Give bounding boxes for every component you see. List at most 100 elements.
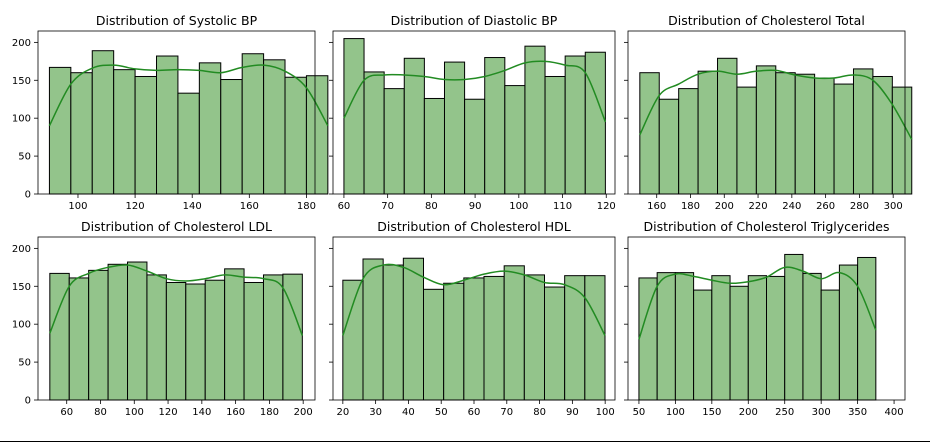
histogram-bar bbox=[766, 275, 786, 401]
subplot-1: Distribution of Systolic BP 100 120 140 160 1… bbox=[12, 13, 329, 212]
histogram-bar bbox=[463, 277, 485, 401]
x-tick-label: 120 bbox=[597, 201, 616, 212]
subplot-2: Distribution of Diastolic BP 60 70 80 90 100 1… bbox=[329, 13, 616, 212]
x-tick-label: 160 bbox=[647, 201, 666, 212]
histogram-bar bbox=[638, 277, 658, 401]
x-tick-label: 300 bbox=[884, 201, 903, 212]
histogram-bar bbox=[220, 79, 243, 195]
subplot-title: Distribution of Cholesterol Triglyceride… bbox=[644, 219, 890, 234]
x-tick-label: 350 bbox=[848, 407, 867, 418]
y-tick-label: 50 bbox=[18, 358, 31, 369]
histogram-bar bbox=[852, 68, 874, 195]
histogram-bar bbox=[204, 279, 226, 401]
histogram-bar bbox=[872, 75, 893, 195]
histogram-bar bbox=[814, 77, 835, 195]
x-tick-label: 180 bbox=[260, 407, 279, 418]
histogram-bar bbox=[729, 285, 749, 401]
histogram-bar bbox=[263, 59, 286, 195]
x-tick-label: 60 bbox=[468, 407, 481, 418]
y-tick-label: 150 bbox=[12, 76, 31, 87]
histogram-bar bbox=[403, 57, 425, 195]
histogram-bar bbox=[443, 282, 465, 401]
histogram-bar bbox=[693, 289, 713, 401]
y-tick-label: 100 bbox=[12, 114, 31, 125]
x-tick-label: 200 bbox=[739, 407, 758, 418]
histogram-bar bbox=[524, 45, 546, 195]
x-tick-label: 50 bbox=[633, 407, 646, 418]
x-tick-label: 50 bbox=[435, 407, 448, 418]
histogram-bar bbox=[464, 98, 486, 195]
histogram-bar bbox=[107, 263, 129, 401]
x-tick-label: 160 bbox=[226, 407, 245, 418]
x-tick-label: 100 bbox=[68, 201, 87, 212]
subplot-title: Distribution of Diastolic BP bbox=[391, 13, 558, 28]
histogram-bar bbox=[423, 288, 445, 401]
histogram-bar bbox=[891, 86, 913, 195]
subplot-title: Distribution of Cholesterol Total bbox=[668, 13, 865, 28]
axes-frame bbox=[627, 30, 906, 195]
x-tick-label: 180 bbox=[297, 201, 316, 212]
histogram-bar bbox=[794, 73, 816, 195]
histogram-bar bbox=[658, 98, 680, 195]
kde-line bbox=[342, 263, 606, 336]
histogram-bar bbox=[484, 57, 506, 195]
histogram-bar bbox=[343, 38, 365, 195]
subplot-title: Distribution of Systolic BP bbox=[96, 13, 258, 28]
histogram-bar bbox=[833, 83, 854, 195]
histogram-bar bbox=[88, 269, 109, 401]
x-tick-label: 100 bbox=[666, 407, 685, 418]
x-tick-label: 70 bbox=[500, 407, 513, 418]
histogram-bar bbox=[711, 275, 731, 401]
axes-frame bbox=[332, 30, 616, 195]
x-tick-label: 100 bbox=[509, 201, 528, 212]
histogram-bar bbox=[697, 70, 719, 195]
histogram-bar bbox=[177, 92, 200, 195]
x-tick-label: 300 bbox=[812, 407, 831, 418]
x-tick-label: 150 bbox=[702, 407, 721, 418]
x-tick-label: 240 bbox=[782, 201, 801, 212]
histogram-bar bbox=[838, 264, 859, 401]
x-tick-label: 60 bbox=[60, 407, 73, 418]
histogram-bar bbox=[857, 256, 877, 401]
y-tick-label: 50 bbox=[18, 152, 31, 163]
x-tick-label: 30 bbox=[369, 407, 382, 418]
x-tick-label: 20 bbox=[336, 407, 349, 418]
x-tick-label: 280 bbox=[850, 201, 869, 212]
histogram-bar bbox=[755, 65, 777, 195]
histogram-bar bbox=[342, 279, 364, 401]
y-tick-label: 200 bbox=[12, 38, 31, 49]
x-tick-label: 140 bbox=[183, 201, 202, 212]
x-tick-label: 90 bbox=[469, 201, 482, 212]
x-tick-label: 70 bbox=[381, 201, 394, 212]
histogram-bar bbox=[523, 274, 546, 401]
axes-frame bbox=[37, 236, 316, 401]
x-tick-label: 140 bbox=[192, 407, 211, 418]
x-tick-label: 160 bbox=[240, 201, 259, 212]
histogram-bar bbox=[443, 61, 466, 195]
histogram-bar bbox=[156, 55, 179, 195]
subplot-title: Distribution of Cholesterol HDL bbox=[377, 219, 570, 234]
axes-frame bbox=[627, 236, 906, 401]
histogram-bar bbox=[241, 53, 265, 195]
histogram-bar bbox=[503, 265, 525, 401]
histogram-bar bbox=[678, 88, 699, 195]
histogram-bar bbox=[584, 51, 606, 195]
subplot-3: Distribution of Cholesterol Total 160 180 2… bbox=[624, 13, 913, 212]
kde-line bbox=[638, 266, 877, 340]
x-tick-label: 250 bbox=[775, 407, 794, 418]
histogram-bar bbox=[584, 275, 606, 401]
histogram-bar bbox=[483, 275, 505, 401]
y-tick-label: 150 bbox=[12, 282, 31, 293]
x-tick-label: 80 bbox=[94, 407, 107, 418]
y-tick-label: 100 bbox=[12, 320, 31, 331]
histogram-bar bbox=[736, 86, 757, 195]
histogram-bar bbox=[382, 264, 404, 401]
histogram-bar bbox=[802, 272, 822, 401]
histogram-bar bbox=[146, 274, 167, 401]
histogram-bar bbox=[284, 76, 307, 195]
histogram-bar bbox=[165, 281, 187, 401]
x-tick-label: 80 bbox=[425, 201, 438, 212]
x-tick-label: 110 bbox=[553, 201, 572, 212]
histogram-bar bbox=[820, 289, 840, 401]
